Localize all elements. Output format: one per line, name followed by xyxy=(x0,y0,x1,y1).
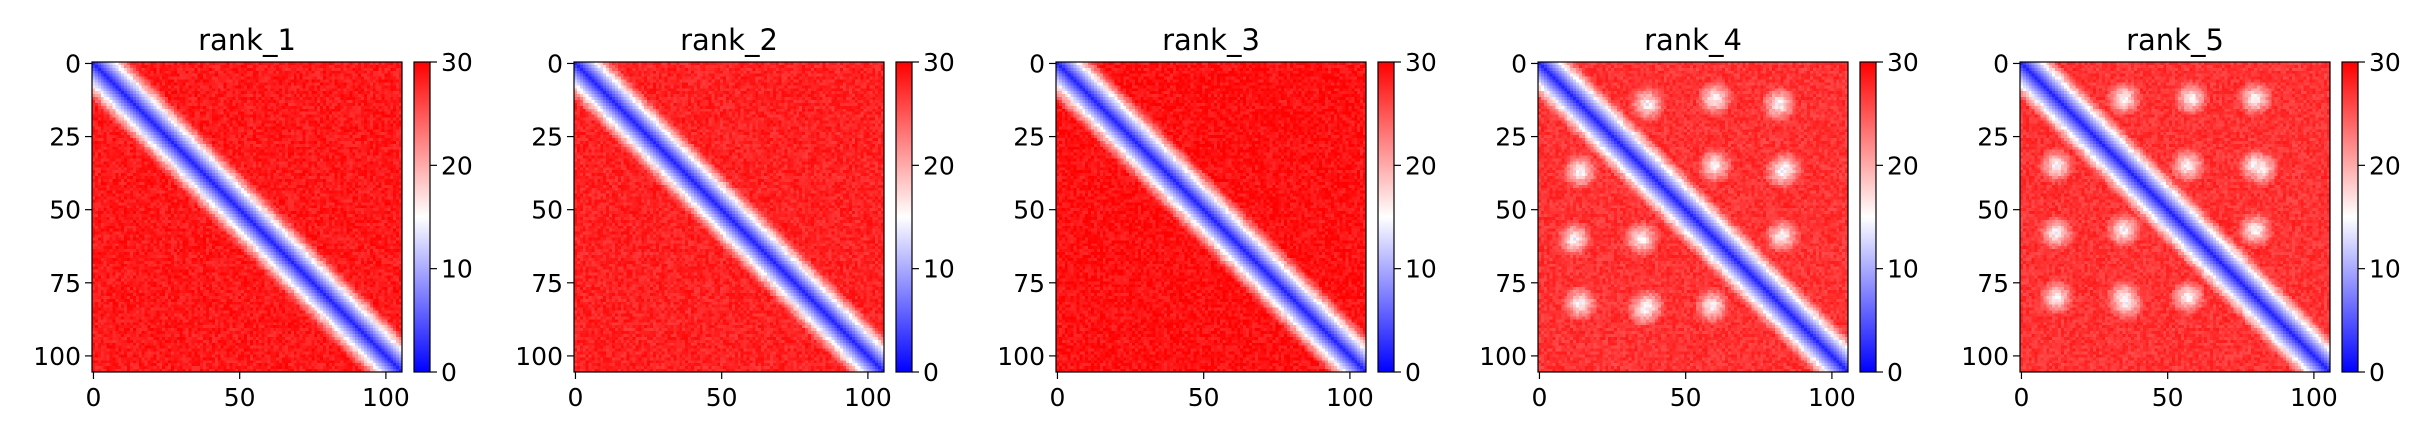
y-tick-label: 0 xyxy=(547,49,563,78)
colorbar-frame xyxy=(413,61,431,373)
x-tick-label: 100 xyxy=(2290,383,2338,412)
colorbar xyxy=(1378,62,1394,372)
colorbar-tick-label: 10 xyxy=(1405,255,1437,284)
x-tick-label: 100 xyxy=(844,383,892,412)
colorbar-tick-label: 30 xyxy=(923,48,955,77)
colorbar-tick-label: 30 xyxy=(1887,48,1919,77)
colorbar-frame xyxy=(1859,61,1877,373)
y-tick-label: 75 xyxy=(1495,269,1527,298)
y-tick-label: 0 xyxy=(1993,49,2009,78)
y-tick-label: 75 xyxy=(49,269,81,298)
heatmap-cells xyxy=(1538,62,1848,372)
colorbar-tick-label: 10 xyxy=(2369,255,2401,284)
y-tick-label: 100 xyxy=(1479,342,1527,371)
heatmap-cells xyxy=(92,62,402,372)
x-tick-label: 0 xyxy=(1532,383,1548,412)
y-tick-label: 0 xyxy=(1511,49,1527,78)
y-tick-label: 75 xyxy=(1977,269,2009,298)
x-tick-label: 0 xyxy=(1050,383,1066,412)
colorbar-tick-label: 0 xyxy=(1887,358,1903,387)
colorbar-tick-label: 0 xyxy=(1405,358,1421,387)
colorbar-tick-label: 20 xyxy=(2369,151,2401,180)
y-tick-label: 25 xyxy=(1013,123,1045,152)
colorbar xyxy=(2342,62,2358,372)
colorbar-tick-label: 20 xyxy=(923,151,955,180)
panel-title: rank_5 xyxy=(2126,23,2224,57)
colorbar xyxy=(414,62,430,372)
y-tick-label: 100 xyxy=(997,342,1045,371)
axes-frame xyxy=(1537,61,1849,373)
heatmap-cells xyxy=(574,62,884,372)
axes-frame xyxy=(1055,61,1367,373)
colorbar-tick-label: 20 xyxy=(1887,151,1919,180)
colorbar-frame xyxy=(2341,61,2359,373)
x-tick-label: 100 xyxy=(1808,383,1856,412)
heatmap-cells xyxy=(1056,62,1366,372)
colorbar xyxy=(1860,62,1876,372)
y-tick-label: 50 xyxy=(1013,196,1045,225)
colorbar-tick-label: 10 xyxy=(923,255,955,284)
x-tick-label: 0 xyxy=(86,383,102,412)
y-tick-label: 25 xyxy=(49,123,81,152)
colorbar-tick-label: 20 xyxy=(1405,151,1437,180)
colorbar-tick-label: 10 xyxy=(1887,255,1919,284)
x-tick-label: 100 xyxy=(362,383,410,412)
y-tick-label: 100 xyxy=(1961,342,2009,371)
heatmap-cells xyxy=(2020,62,2330,372)
colorbar-frame xyxy=(895,61,913,373)
panel-title: rank_3 xyxy=(1162,23,1260,57)
y-tick-label: 50 xyxy=(1977,196,2009,225)
y-tick-label: 100 xyxy=(33,342,81,371)
colorbar-tick-label: 30 xyxy=(2369,48,2401,77)
y-tick-label: 25 xyxy=(1495,123,1527,152)
x-tick-label: 50 xyxy=(706,383,738,412)
panel-title: rank_4 xyxy=(1644,23,1742,57)
colorbar-tick-label: 10 xyxy=(441,255,473,284)
axes-frame xyxy=(2019,61,2331,373)
y-tick-label: 25 xyxy=(1977,123,2009,152)
x-tick-label: 50 xyxy=(224,383,256,412)
y-tick-label: 50 xyxy=(531,196,563,225)
y-tick-label: 75 xyxy=(1013,269,1045,298)
panel-title: rank_1 xyxy=(198,23,296,57)
colorbar-tick-label: 0 xyxy=(923,358,939,387)
x-tick-label: 0 xyxy=(568,383,584,412)
y-tick-label: 25 xyxy=(531,123,563,152)
panel-title: rank_2 xyxy=(680,23,778,57)
colorbar-tick-label: 0 xyxy=(441,358,457,387)
x-tick-label: 50 xyxy=(2152,383,2184,412)
colorbar-tick-label: 20 xyxy=(441,151,473,180)
y-tick-label: 0 xyxy=(65,49,81,78)
colorbar-tick-label: 0 xyxy=(2369,358,2385,387)
y-tick-label: 100 xyxy=(515,342,563,371)
x-tick-label: 50 xyxy=(1670,383,1702,412)
axes-frame xyxy=(91,61,403,373)
x-tick-label: 100 xyxy=(1326,383,1374,412)
y-tick-label: 0 xyxy=(1029,49,1045,78)
axes-frame xyxy=(573,61,885,373)
colorbar-tick-label: 30 xyxy=(1405,48,1437,77)
x-tick-label: 0 xyxy=(2014,383,2030,412)
colorbar xyxy=(896,62,912,372)
colorbar-tick-label: 30 xyxy=(441,48,473,77)
x-tick-label: 50 xyxy=(1188,383,1220,412)
y-tick-label: 50 xyxy=(49,196,81,225)
y-tick-label: 50 xyxy=(1495,196,1527,225)
colorbar-frame xyxy=(1377,61,1395,373)
y-tick-label: 75 xyxy=(531,269,563,298)
